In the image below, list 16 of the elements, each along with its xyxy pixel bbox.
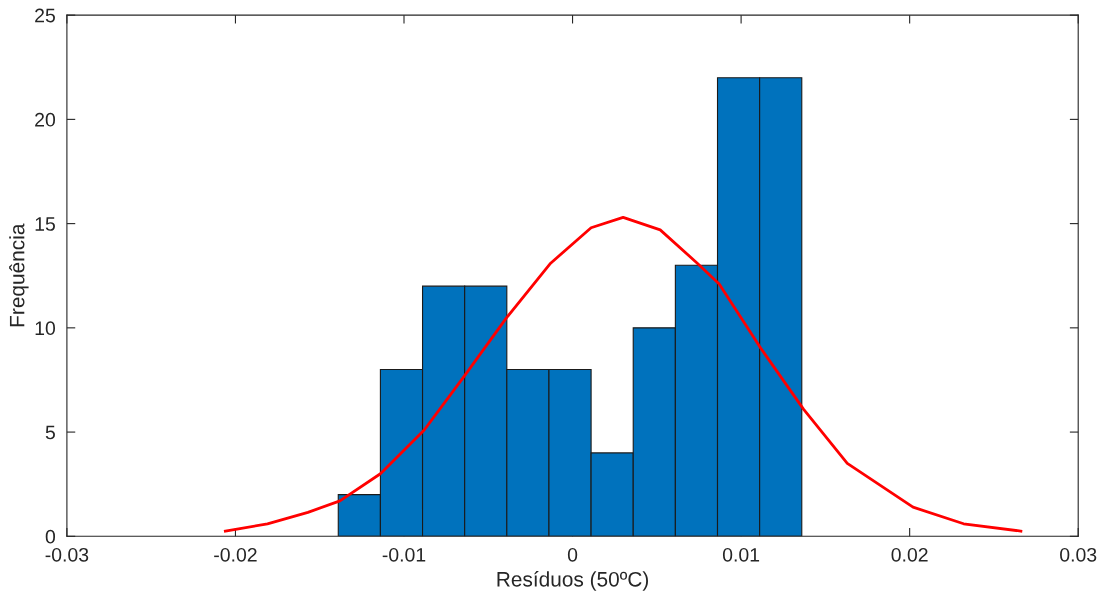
x-tick-label: -0.01 <box>382 547 426 562</box>
y-tick-label: 25 <box>35 8 55 23</box>
y-tick-label: 20 <box>35 112 56 127</box>
x-tick-label: 0.02 <box>891 547 928 562</box>
y-tick-label: 10 <box>35 321 56 336</box>
y-tick-label: 15 <box>35 217 55 231</box>
line-series <box>223 215 1023 533</box>
x-axis-title: Resíduos (50ºC) <box>497 571 649 591</box>
x-tick-label: 0.03 <box>1060 547 1097 562</box>
x-tick-label: -0.02 <box>214 547 257 562</box>
x-tick-label: 0 <box>567 547 578 562</box>
y-tick-label: 0 <box>45 529 56 544</box>
x-tick-label: 0.01 <box>722 547 760 562</box>
y-axis-title: Frequência <box>9 223 29 327</box>
y-tick-label: 5 <box>45 425 55 440</box>
x-tick-label: -0.03 <box>45 547 89 562</box>
